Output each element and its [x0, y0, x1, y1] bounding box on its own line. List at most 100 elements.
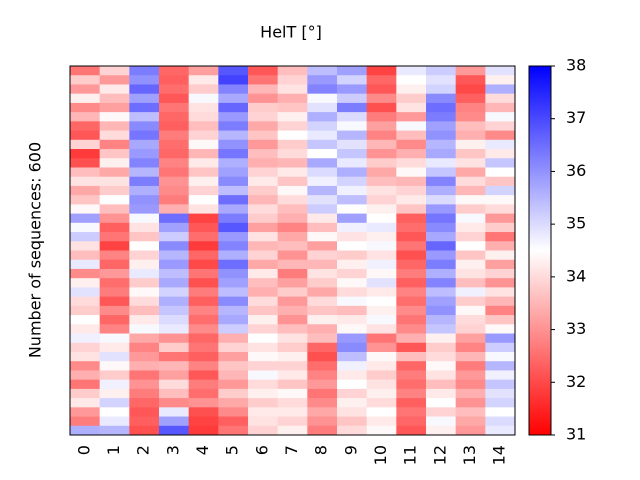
heatmap-cell [99, 250, 130, 261]
heatmap-cell [129, 84, 160, 95]
heatmap-cell [188, 351, 219, 362]
heatmap-cell [396, 315, 427, 325]
heatmap-cell [337, 66, 368, 76]
heatmap-cell [485, 416, 516, 427]
heatmap-cell [99, 278, 130, 288]
heatmap-cell [426, 333, 457, 344]
heatmap-cell [159, 361, 190, 371]
colorbar-tick-label: 34 [566, 266, 586, 285]
heatmap-cell [129, 287, 160, 298]
heatmap-cell [396, 241, 427, 251]
heatmap-cell [159, 75, 190, 85]
heatmap-cell [218, 416, 249, 427]
heatmap-cell [218, 296, 249, 307]
heatmap-cell [485, 195, 516, 205]
heatmap-cell [70, 185, 101, 196]
heatmap-cells [70, 66, 516, 436]
heatmap-cell [99, 167, 130, 178]
heatmap-cell [455, 213, 486, 224]
heatmap-cell [129, 93, 160, 104]
heatmap-cell [70, 268, 101, 279]
colorbar-tick-label: 32 [566, 372, 586, 391]
heatmap-cell [396, 425, 427, 436]
heatmap-cell [455, 121, 486, 132]
heatmap-cell [70, 176, 101, 187]
heatmap-cell [159, 84, 190, 95]
heatmap-cell [426, 361, 457, 371]
heatmap-cell [70, 66, 101, 76]
plot-frame [69, 65, 516, 436]
heatmap-cell [366, 222, 397, 233]
heatmap-cell [277, 407, 308, 418]
heatmap-cell [307, 84, 338, 95]
heatmap-cell [159, 370, 190, 381]
x-tick-label: 1 [104, 445, 123, 455]
heatmap-cell [70, 351, 101, 362]
heatmap-cell [277, 241, 308, 251]
heatmap-cell [337, 149, 368, 159]
heatmap-cell [188, 93, 219, 104]
heatmap-cell [307, 315, 338, 325]
heatmap-cell [426, 287, 457, 298]
heatmap-cell [396, 167, 427, 178]
heatmap-cell [455, 342, 486, 353]
heatmap-cell [70, 296, 101, 307]
heatmap-cell [337, 185, 368, 196]
heatmap-cell [277, 93, 308, 104]
heatmap-cell [129, 296, 160, 307]
heatmap-cell [485, 268, 516, 279]
heatmap-cell [307, 139, 338, 150]
heatmap-cell [70, 139, 101, 150]
heatmap-cell [337, 222, 368, 233]
heatmap-cell [307, 204, 338, 215]
heatmap-cell [277, 296, 308, 307]
heatmap-cell [337, 287, 368, 298]
heatmap-cell [218, 425, 249, 436]
heatmap-cell [337, 333, 368, 344]
heatmap-cell [485, 176, 516, 187]
heatmap-cell [337, 315, 368, 325]
heatmap-cell [426, 342, 457, 353]
heatmap-cell [188, 361, 219, 371]
heatmap-cell [248, 84, 279, 95]
heatmap-cell [426, 250, 457, 261]
heatmap-cell [277, 416, 308, 427]
heatmap-cell [366, 139, 397, 150]
heatmap-cell [218, 407, 249, 418]
colorbar-tick-label: 31 [566, 425, 586, 444]
heatmap-cell [277, 149, 308, 159]
heatmap-cell [218, 84, 249, 95]
heatmap-cell [307, 398, 338, 408]
heatmap-cell [337, 416, 368, 427]
heatmap-cell [485, 222, 516, 233]
heatmap-cell [218, 222, 249, 233]
heatmap-cell [129, 259, 160, 270]
heatmap-cell [366, 278, 397, 288]
heatmap-cell [396, 296, 427, 307]
heatmap-cell [188, 315, 219, 325]
heatmap-cell [455, 195, 486, 205]
heatmap-cell [218, 259, 249, 270]
heatmap-cell [159, 250, 190, 261]
heatmap-cell [70, 84, 101, 95]
heatmap-cell [307, 388, 338, 399]
heatmap-cell [426, 241, 457, 251]
heatmap-cell [159, 222, 190, 233]
heatmap-cell [277, 305, 308, 316]
heatmap-cell [99, 333, 130, 344]
heatmap-cell [455, 388, 486, 399]
heatmap-cell [455, 102, 486, 113]
heatmap-cell [426, 185, 457, 196]
heatmap-cell [99, 75, 130, 85]
heatmap-cell [277, 185, 308, 196]
heatmap-cell [485, 167, 516, 178]
heatmap-cell [396, 130, 427, 141]
x-tick-label: 0 [74, 445, 93, 455]
heatmap-cell [70, 121, 101, 132]
heatmap-cell [426, 75, 457, 85]
heatmap-cell [455, 379, 486, 390]
heatmap-cell [188, 204, 219, 215]
colorbar [528, 65, 552, 436]
heatmap-cell [277, 388, 308, 399]
heatmap-cell [129, 167, 160, 178]
